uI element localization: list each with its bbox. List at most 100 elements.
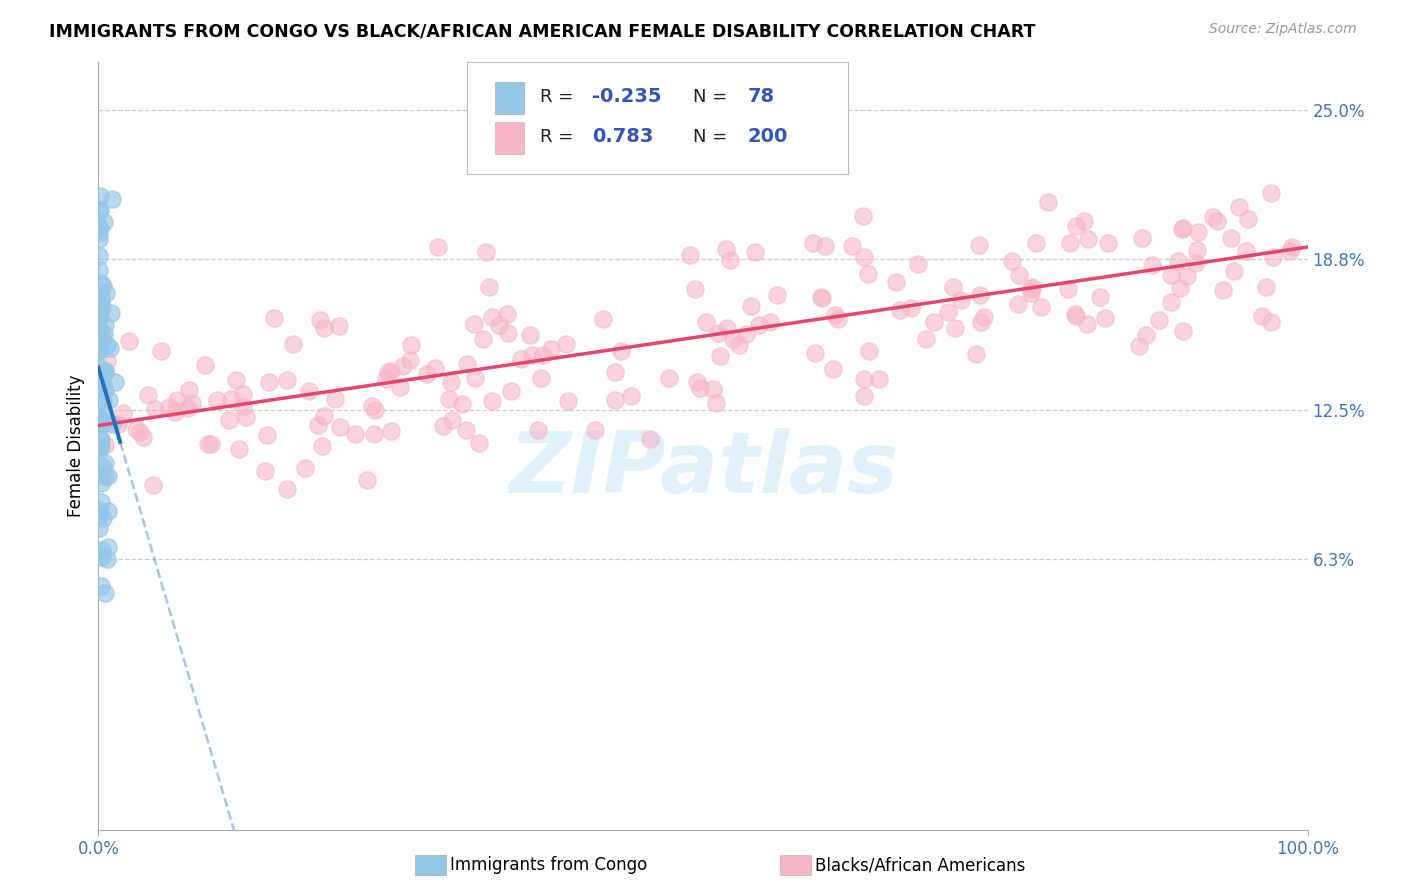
Point [87, 394, 110, 409]
Point [1031, 300, 1053, 314]
Point [938, 305, 960, 319]
Point [97, 468, 120, 483]
Point [1223, 263, 1246, 277]
Point [685, 282, 707, 296]
Point [440, 413, 463, 427]
Point [900, 301, 922, 316]
Point [377, 365, 399, 379]
Point [1237, 212, 1260, 227]
Point [325, 392, 347, 407]
Point [1173, 220, 1195, 235]
Point [821, 362, 844, 376]
Point [107, 417, 129, 432]
Point [1212, 283, 1234, 297]
Point [1036, 194, 1059, 209]
Point [218, 413, 240, 427]
Point [118, 334, 141, 349]
Point [89, 414, 111, 428]
Point [166, 393, 188, 408]
Point [91, 279, 114, 293]
Point [530, 371, 553, 385]
Point [257, 375, 280, 389]
Point [93, 364, 115, 378]
Point [194, 358, 217, 372]
Point [1185, 243, 1208, 257]
Point [1064, 219, 1087, 233]
Point [87, 250, 110, 264]
Point [695, 315, 717, 329]
Point [89, 361, 111, 376]
Text: 200: 200 [748, 128, 789, 146]
Point [942, 280, 965, 294]
Point [283, 337, 305, 351]
Point [91, 550, 114, 565]
Point [89, 411, 111, 425]
Point [463, 317, 485, 331]
Point [620, 389, 643, 403]
Point [132, 430, 155, 444]
Point [907, 257, 929, 271]
Point [853, 389, 876, 403]
Point [1187, 225, 1209, 239]
Point [87, 310, 110, 324]
Point [356, 473, 378, 487]
Point [177, 383, 200, 397]
Point [583, 424, 606, 438]
Point [540, 342, 562, 356]
Point [1059, 235, 1081, 250]
Point [263, 310, 285, 325]
Point [1260, 186, 1282, 200]
Point [841, 238, 863, 252]
Point [253, 464, 276, 478]
Point [824, 308, 846, 322]
Point [235, 410, 257, 425]
Point [87, 521, 110, 535]
Point [1202, 210, 1225, 224]
Point [456, 357, 478, 371]
Point [868, 372, 890, 386]
Point [197, 437, 219, 451]
Point [852, 209, 875, 223]
Point [90, 439, 112, 453]
Point [344, 426, 367, 441]
Point [803, 346, 825, 360]
Point [89, 343, 111, 357]
Point [704, 396, 727, 410]
Point [886, 275, 908, 289]
Point [478, 280, 501, 294]
Point [471, 332, 494, 346]
Point [557, 393, 579, 408]
Point [415, 367, 437, 381]
Point [96, 354, 118, 368]
Point [475, 245, 498, 260]
Point [638, 432, 661, 446]
Point [93, 366, 115, 380]
Point [943, 320, 966, 334]
Point [481, 310, 503, 324]
Point [87, 378, 110, 392]
Text: N =: N = [693, 128, 734, 146]
Point [256, 428, 278, 442]
Point [721, 332, 744, 346]
Point [157, 401, 180, 415]
Point [498, 326, 520, 340]
Y-axis label: Female Disability: Female Disability [67, 375, 86, 517]
Point [91, 331, 114, 345]
Point [1279, 244, 1302, 258]
Point [531, 348, 554, 362]
Point [90, 579, 112, 593]
Point [748, 318, 770, 333]
Point [658, 371, 681, 385]
Point [94, 365, 117, 379]
Point [605, 365, 627, 379]
Point [90, 432, 112, 446]
Point [205, 392, 228, 407]
Point [89, 444, 111, 458]
Point [720, 252, 742, 267]
Point [1160, 295, 1182, 310]
Point [143, 401, 166, 416]
Point [100, 306, 122, 320]
Point [488, 318, 510, 332]
Point [97, 393, 120, 408]
Point [91, 300, 114, 314]
